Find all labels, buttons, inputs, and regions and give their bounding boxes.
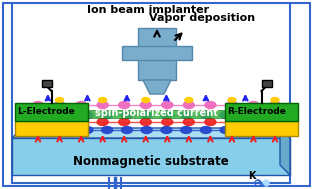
Ellipse shape: [181, 126, 192, 133]
Ellipse shape: [240, 112, 251, 119]
Ellipse shape: [42, 112, 54, 119]
Ellipse shape: [226, 119, 237, 125]
Bar: [225, 103, 298, 121]
Ellipse shape: [240, 126, 251, 133]
Ellipse shape: [220, 112, 231, 119]
Text: spin-polarized current: spin-polarized current: [95, 108, 218, 119]
Bar: [15, 121, 88, 136]
Ellipse shape: [99, 98, 107, 102]
Ellipse shape: [248, 119, 259, 125]
Bar: [12, 138, 290, 175]
Ellipse shape: [140, 101, 151, 108]
Bar: [225, 121, 298, 136]
Text: K: K: [248, 171, 256, 181]
Ellipse shape: [102, 126, 113, 133]
Ellipse shape: [228, 98, 236, 102]
Ellipse shape: [140, 119, 151, 125]
Text: L-Electrode: L-Electrode: [17, 108, 75, 116]
Ellipse shape: [200, 112, 211, 119]
Ellipse shape: [205, 101, 216, 108]
Ellipse shape: [142, 98, 150, 102]
Ellipse shape: [185, 98, 193, 102]
Bar: [32, 109, 281, 118]
Ellipse shape: [97, 119, 108, 125]
Ellipse shape: [162, 101, 173, 108]
Ellipse shape: [42, 126, 54, 133]
Text: Ion beam implanter: Ion beam implanter: [87, 5, 209, 15]
Ellipse shape: [141, 112, 152, 119]
Ellipse shape: [76, 101, 87, 108]
Ellipse shape: [76, 119, 87, 125]
Bar: [15, 103, 88, 121]
Ellipse shape: [183, 119, 194, 125]
Ellipse shape: [33, 101, 44, 108]
Ellipse shape: [121, 126, 132, 133]
Ellipse shape: [248, 101, 259, 108]
Ellipse shape: [259, 126, 271, 133]
Ellipse shape: [33, 119, 44, 125]
Polygon shape: [280, 128, 290, 175]
Bar: [122, 46, 192, 60]
Ellipse shape: [269, 119, 280, 125]
Ellipse shape: [183, 101, 194, 108]
Text: Vapor deposition: Vapor deposition: [149, 13, 255, 23]
Ellipse shape: [62, 112, 73, 119]
Ellipse shape: [54, 101, 65, 108]
Ellipse shape: [162, 119, 173, 125]
Polygon shape: [143, 80, 171, 94]
Text: R-Electrode: R-Electrode: [227, 108, 286, 116]
Bar: [138, 28, 176, 80]
Text: Nonmagnetic substrate: Nonmagnetic substrate: [73, 155, 229, 168]
Ellipse shape: [259, 112, 271, 119]
Ellipse shape: [55, 98, 64, 102]
Ellipse shape: [54, 119, 65, 125]
Ellipse shape: [220, 126, 231, 133]
Ellipse shape: [102, 112, 113, 119]
Ellipse shape: [205, 119, 216, 125]
Ellipse shape: [82, 126, 93, 133]
Bar: [42, 80, 52, 87]
Ellipse shape: [82, 112, 93, 119]
Ellipse shape: [97, 101, 108, 108]
Ellipse shape: [62, 126, 73, 133]
Ellipse shape: [161, 112, 172, 119]
Ellipse shape: [121, 112, 132, 119]
Ellipse shape: [119, 101, 130, 108]
Polygon shape: [12, 128, 290, 138]
Ellipse shape: [119, 119, 130, 125]
Ellipse shape: [226, 101, 237, 108]
Ellipse shape: [161, 126, 172, 133]
Ellipse shape: [271, 98, 279, 102]
Circle shape: [263, 180, 269, 186]
Bar: [261, 80, 271, 87]
Ellipse shape: [181, 112, 192, 119]
Ellipse shape: [200, 126, 211, 133]
Ellipse shape: [269, 101, 280, 108]
Ellipse shape: [141, 126, 152, 133]
